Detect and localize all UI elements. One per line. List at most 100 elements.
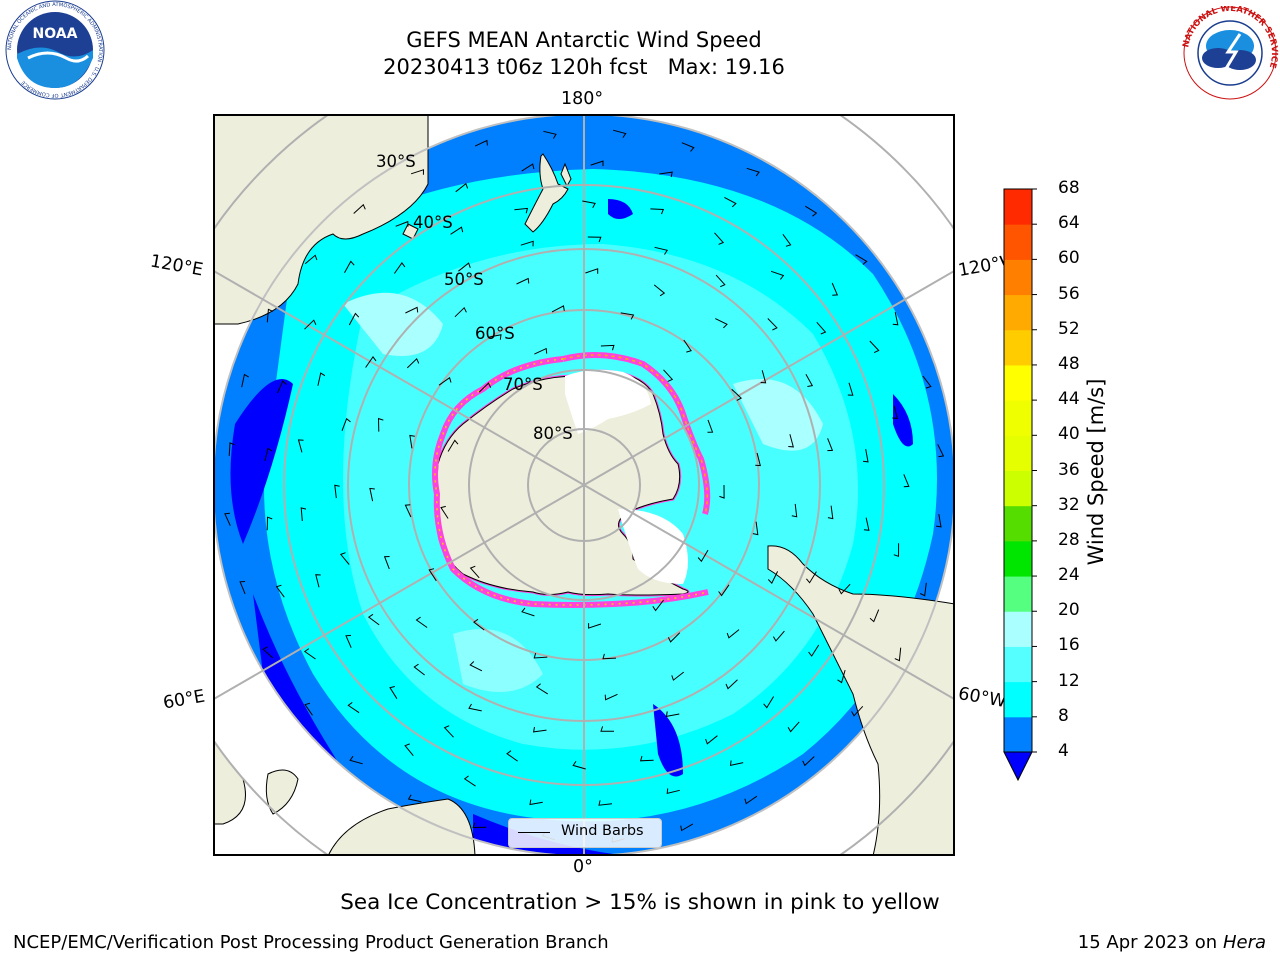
wind-barb — [516, 277, 530, 285]
colorbar-bin — [1004, 716, 1032, 753]
wind-barb — [463, 775, 476, 787]
wind-barb — [587, 236, 602, 243]
wind-barb — [805, 374, 814, 387]
colorbar-tick-label: 12 — [1058, 670, 1080, 691]
footer-right: 15 Apr 2023 on Hera — [1078, 932, 1266, 954]
wind-barb — [304, 254, 318, 265]
graticule — [214, 115, 954, 855]
wind-barb — [892, 405, 898, 419]
wind-barb — [851, 705, 864, 717]
colorbar-bin — [1004, 540, 1032, 577]
wind-barb — [582, 200, 596, 208]
wind-barb — [469, 661, 483, 672]
wind-barb — [529, 799, 543, 806]
colorbar-tick-label: 36 — [1058, 459, 1080, 480]
wind-barb — [383, 556, 390, 570]
colorbar-under-arrow — [1003, 751, 1033, 782]
lon-label-0: 0° — [573, 857, 593, 877]
wind-barb — [304, 702, 313, 716]
wind-barb — [458, 262, 471, 272]
wind-barb — [863, 517, 870, 531]
colorbar-tick-label: 56 — [1058, 283, 1080, 304]
wind-barb — [639, 755, 654, 762]
colorbar-tick-label: 32 — [1058, 494, 1080, 515]
wind-barb — [389, 686, 398, 699]
wind-barb — [367, 613, 380, 626]
wind-barb — [808, 644, 820, 657]
wind-barb — [600, 344, 615, 351]
wind-barb — [755, 452, 761, 467]
lat-label-40s: 40°S — [413, 213, 453, 232]
colorbar-bin — [1004, 329, 1032, 366]
wind-barb — [406, 357, 420, 369]
wind-barb — [598, 800, 613, 806]
wind-barb — [806, 571, 817, 584]
wind-barb — [303, 648, 316, 660]
wind-barb — [345, 634, 352, 648]
wind-barb — [816, 321, 827, 335]
wind-barb — [604, 693, 618, 701]
wind-barb — [653, 284, 666, 297]
wind-barb — [532, 726, 547, 733]
wind-barb — [767, 318, 778, 331]
noaa-logo-icon: NOAA NATIONAL OCEANIC AND ATMOSPHERIC AD… — [5, 0, 105, 100]
wind-barb — [440, 505, 449, 519]
wind-barb — [831, 282, 839, 296]
wind-barb — [746, 167, 760, 177]
colorbar-tick-label: 52 — [1058, 318, 1080, 339]
wind-barb — [239, 581, 246, 595]
wind-barb — [506, 750, 518, 762]
wind-barb — [334, 484, 340, 499]
polar-map — [213, 114, 955, 856]
colorbar-tick-label: 28 — [1058, 529, 1080, 550]
wind-barb — [450, 226, 464, 235]
colorbar-bin — [1004, 611, 1032, 647]
colorbar-tick-label: 8 — [1058, 705, 1069, 726]
wind-barb — [533, 652, 548, 659]
wind-barb — [654, 246, 669, 255]
wind-barb — [724, 196, 737, 208]
wind-barb — [521, 607, 535, 617]
wind-barb — [514, 207, 529, 214]
wind-barb — [767, 571, 779, 584]
wind-barb — [543, 130, 557, 139]
wind-barb — [683, 339, 692, 353]
wind-barb — [369, 487, 375, 502]
wind-barbs — [224, 129, 945, 843]
colorbar-bin — [1004, 364, 1032, 401]
footer-left: NCEP/EMC/Verification Post Processing Pr… — [13, 932, 609, 953]
colorbar-tick-labels: 4 8 12 16 20 24 28 32 36 40 44 48 52 56 60 64 68 — [1052, 178, 1112, 780]
wind-barb — [787, 721, 800, 733]
wind-barb — [937, 444, 945, 458]
colorbar-ticks — [1032, 188, 1037, 753]
colorbar-bin — [1004, 294, 1032, 331]
wind-barb — [667, 632, 681, 643]
wind-barb — [659, 171, 673, 178]
colorbar-bins — [1004, 189, 1032, 753]
wind-barb — [348, 312, 360, 326]
wind-barb — [718, 584, 730, 597]
wind-barb — [393, 262, 406, 274]
wind-barb — [341, 417, 351, 431]
wind-barb — [520, 240, 534, 247]
wind-barb — [349, 755, 363, 765]
wind-barb — [447, 439, 459, 452]
colorbar-tick-label: 44 — [1058, 389, 1080, 410]
wind-barb — [731, 388, 743, 401]
wind-barb — [760, 370, 767, 384]
wind-barb — [665, 711, 680, 718]
wind-barb — [315, 574, 321, 588]
wind-barb — [590, 160, 604, 167]
colorbar-tick-label: 64 — [1058, 213, 1080, 234]
wind-barb — [919, 582, 927, 597]
wind-barb — [666, 788, 680, 794]
lat-label-80s: 80°S — [533, 424, 573, 443]
wind-barb — [705, 735, 718, 745]
wind-barb — [782, 234, 792, 247]
wind-barb — [847, 382, 854, 396]
wind-barb — [855, 254, 868, 265]
wind-barb — [588, 623, 602, 629]
legend-label: Wind Barbs — [561, 823, 644, 839]
wind-barb — [300, 507, 307, 521]
colorbar-bin — [1004, 435, 1032, 471]
